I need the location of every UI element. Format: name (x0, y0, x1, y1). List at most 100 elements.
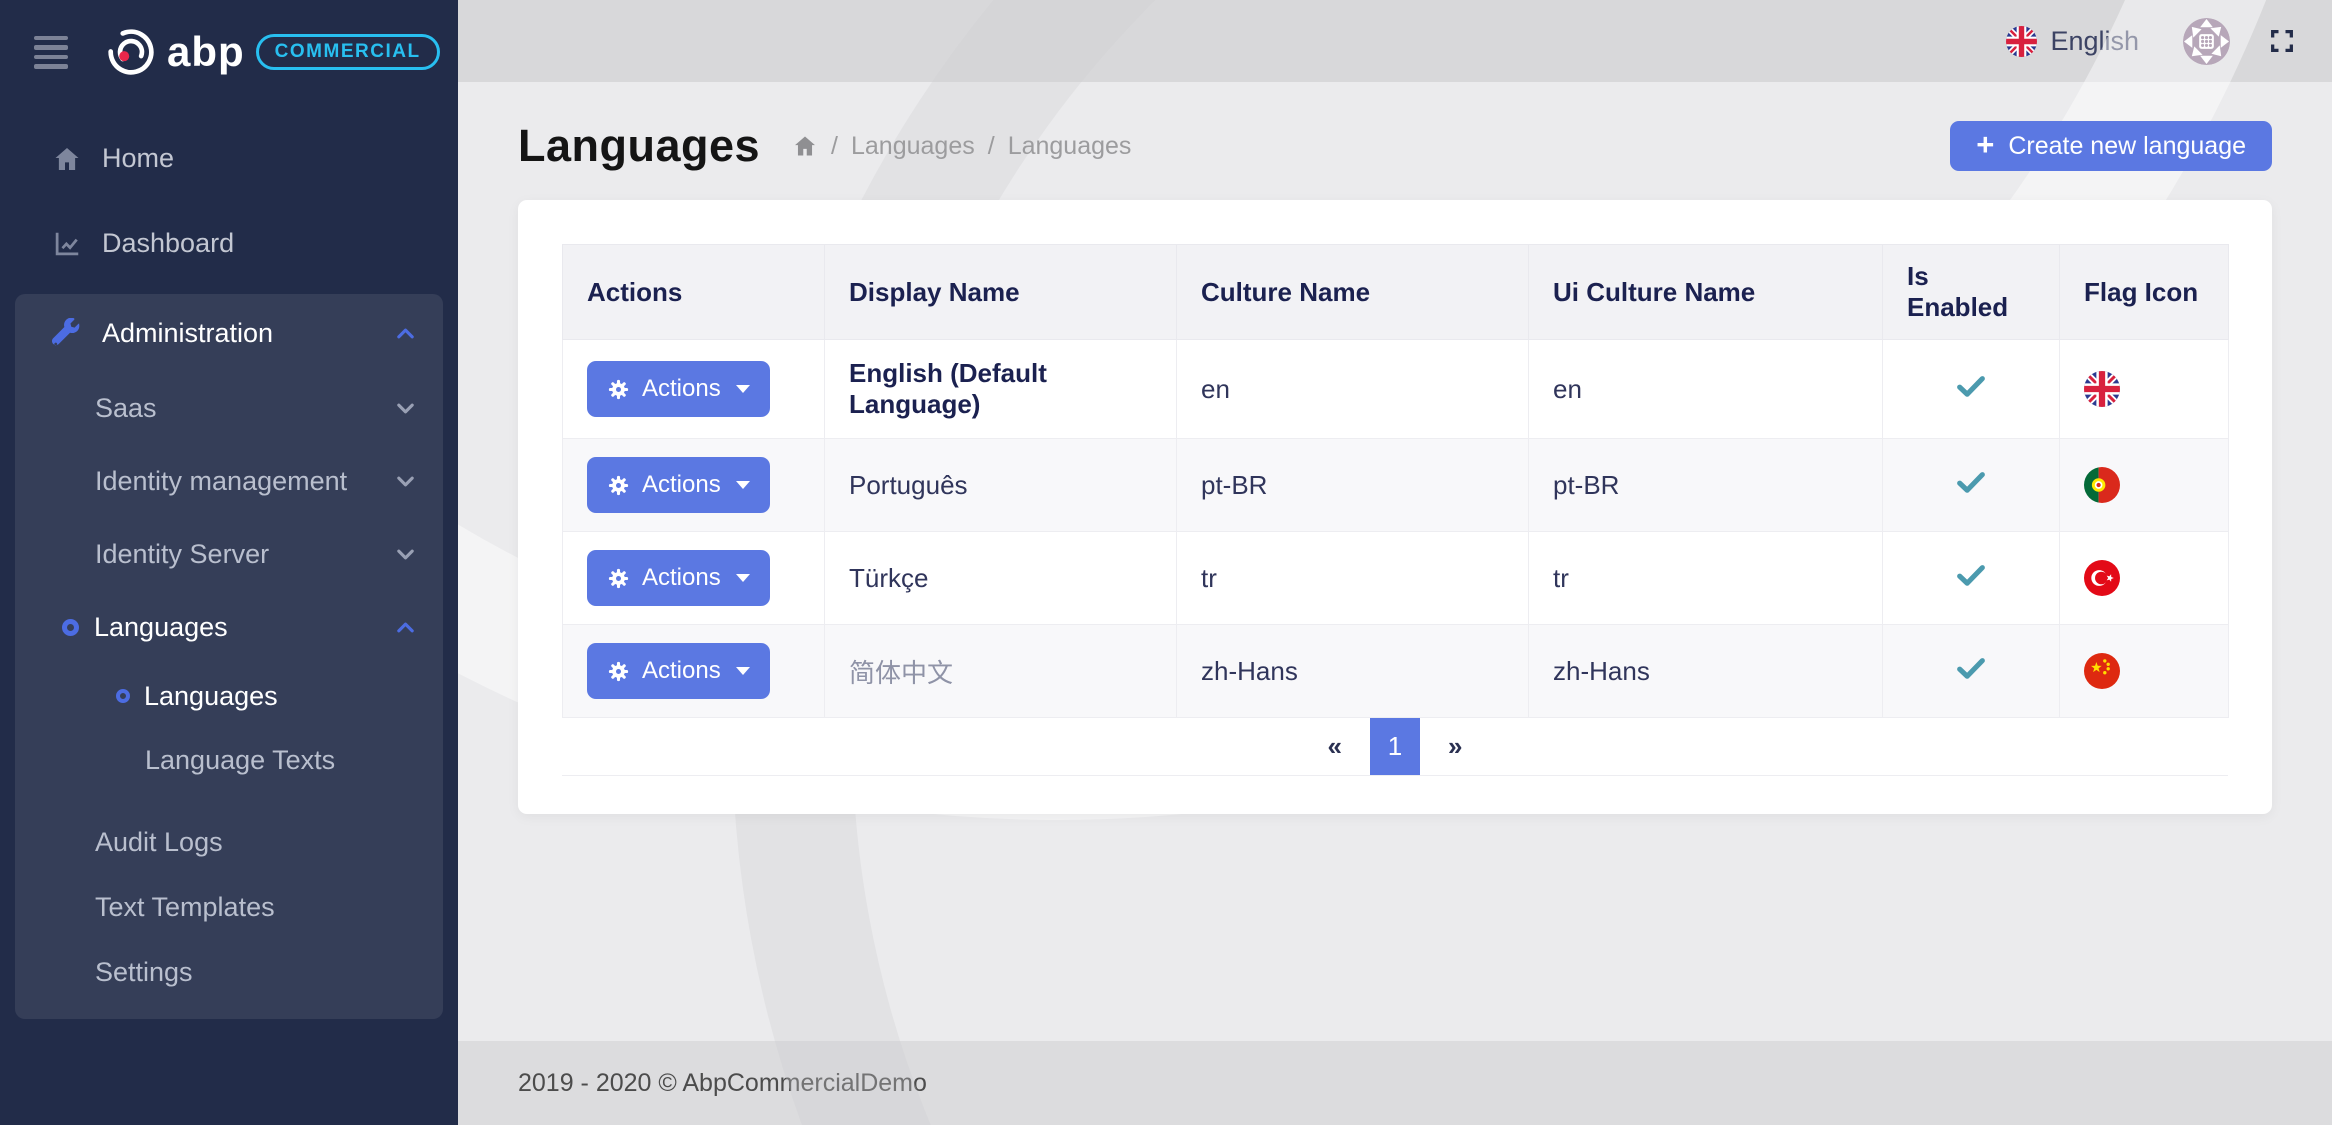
sidebar-item-administration[interactable]: Administration (15, 294, 443, 372)
copyright-text: 2019 - 2020 © AbpCommercialDemo (518, 1068, 927, 1097)
table-row: Actions Türkçe tr tr (562, 531, 2229, 625)
sidebar-item-home[interactable]: Home (0, 116, 458, 201)
create-new-language-button[interactable]: + Create new language (1950, 121, 2272, 171)
table-row: Actions 简体中文 zh-Hans zh-Hans (562, 624, 2229, 718)
sidebar-item-label: Languages (94, 612, 228, 642)
sidebar-item-settings[interactable]: Settings (15, 940, 443, 1005)
plus-icon: + (1976, 127, 1995, 162)
sidebar-item-saas[interactable]: Saas (15, 372, 443, 445)
brand-logo[interactable]: abp COMMERCIAL (106, 27, 440, 77)
breadcrumb-item[interactable]: Languages (851, 131, 975, 160)
pagination-page-1[interactable]: 1 (1370, 718, 1420, 775)
abp-logo-icon (106, 27, 156, 77)
caret-down-icon (735, 385, 750, 393)
china-flag-icon (2084, 653, 2120, 689)
culture-name-cell: en (1176, 339, 1529, 439)
administration-panel: Administration Saas Identity management … (15, 294, 443, 1019)
column-header-is-enabled: Is Enabled (1882, 244, 2060, 340)
chevron-down-icon (394, 470, 417, 493)
display-name-cell: 简体中文 (824, 624, 1177, 718)
ui-culture-name-cell: en (1528, 339, 1883, 439)
main-area: English Languages / Languages / Language… (458, 0, 2332, 1125)
create-button-label: Create new language (2008, 131, 2246, 160)
flag-icon-cell (2059, 624, 2229, 718)
flag-icon-cell (2059, 438, 2229, 532)
gear-icon (607, 474, 630, 497)
current-language-label: English (2050, 25, 2139, 56)
culture-name-cell: pt-BR (1176, 438, 1529, 532)
column-header-ui-culture-name: Ui Culture Name (1528, 244, 1883, 340)
table-body: Actions English (Default Language) en en Act… (562, 339, 2229, 718)
footer: 2019 - 2020 © AbpCommercialDemo (458, 1041, 2332, 1125)
languages-table: Actions Display Name Culture Name Ui Cul… (562, 244, 2229, 718)
actions-button-label: Actions (642, 564, 721, 591)
sidebar-item-identity-server[interactable]: Identity Server (15, 518, 443, 591)
gear-icon (607, 660, 630, 683)
is-enabled-cell (1882, 531, 2060, 625)
flag-icon-cell (2059, 339, 2229, 439)
column-header-actions: Actions (562, 244, 825, 340)
sidebar-item-audit-logs[interactable]: Audit Logs (15, 810, 443, 875)
sidebar-nav: Home Dashboard Administration Saas Ident… (0, 104, 458, 1019)
column-header-culture-name: Culture Name (1176, 244, 1529, 340)
brand-badge: COMMERCIAL (255, 34, 440, 70)
sidebar-item-identity-management[interactable]: Identity management (15, 445, 443, 518)
display-name-cell: Português (824, 438, 1177, 532)
breadcrumb: / Languages / Languages (792, 132, 1131, 161)
wrench-icon (52, 318, 86, 348)
row-actions-button[interactable]: Actions (587, 457, 770, 513)
breadcrumb-item[interactable]: Languages (1007, 131, 1132, 160)
language-switcher[interactable]: English (2006, 25, 2139, 57)
sidebar-item-label: Language Texts (145, 744, 336, 775)
chevron-down-icon (394, 543, 417, 566)
page-content: Languages / Languages / Languages + Crea… (458, 82, 2332, 1041)
chevron-up-icon (394, 616, 417, 639)
caret-down-icon (735, 574, 750, 582)
pagination-prev-button[interactable]: « (1327, 731, 1342, 761)
sidebar-item-label: Saas (95, 393, 157, 423)
sidebar-item-languages-languages[interactable]: Languages (15, 664, 443, 728)
brand-name: abp (167, 28, 245, 75)
sidebar-item-language-texts[interactable]: Language Texts (15, 728, 443, 792)
menu-icon[interactable] (34, 35, 68, 69)
sidebar-item-label: Home (102, 143, 175, 173)
user-avatar-icon[interactable] (2183, 17, 2230, 65)
sidebar-item-text-templates[interactable]: Text Templates (15, 875, 443, 940)
is-enabled-cell (1882, 438, 2060, 532)
flag-icon-cell (2059, 531, 2229, 625)
page-title: Languages (518, 120, 761, 171)
actions-button-label: Actions (642, 471, 721, 498)
actions-cell: Actions (562, 339, 825, 439)
row-actions-button[interactable]: Actions (587, 643, 770, 699)
row-actions-button[interactable]: Actions (587, 361, 770, 417)
caret-down-icon (735, 481, 750, 489)
title-row: Languages / Languages / Languages + Crea… (518, 120, 2272, 172)
column-header-flag-icon: Flag Icon (2059, 244, 2229, 340)
gear-icon (607, 378, 630, 401)
row-actions-button[interactable]: Actions (587, 550, 770, 606)
sidebar-item-label: Administration (102, 317, 274, 348)
breadcrumb-separator: / (831, 131, 838, 160)
culture-name-cell: tr (1176, 531, 1529, 625)
is-enabled-cell (1882, 624, 2060, 718)
chevron-up-icon (394, 322, 417, 345)
sidebar-item-dashboard[interactable]: Dashboard (0, 201, 458, 286)
column-header-display-name: Display Name (824, 244, 1177, 340)
fullscreen-icon[interactable] (2268, 27, 2296, 55)
dashboard-icon (52, 229, 86, 259)
is-enabled-cell (1882, 339, 2060, 439)
languages-table-card: Actions Display Name Culture Name Ui Cul… (518, 200, 2272, 814)
pagination-next-button[interactable]: » (1448, 731, 1463, 761)
ui-culture-name-cell: zh-Hans (1528, 624, 1883, 718)
sidebar-item-label: Text Templates (95, 892, 275, 922)
sidebar-item-languages[interactable]: Languages (15, 591, 443, 664)
caret-down-icon (735, 667, 750, 675)
sidebar-item-label: Dashboard (102, 228, 235, 258)
portugal-flag-icon (2084, 467, 2120, 503)
uk-flag-icon (2006, 25, 2038, 57)
display-name-cell: English (Default Language) (824, 339, 1177, 439)
topbar: English (458, 0, 2332, 82)
check-icon (1954, 558, 1988, 592)
home-icon[interactable] (792, 133, 818, 159)
table-row: Actions Português pt-BR pt-BR (562, 438, 2229, 532)
